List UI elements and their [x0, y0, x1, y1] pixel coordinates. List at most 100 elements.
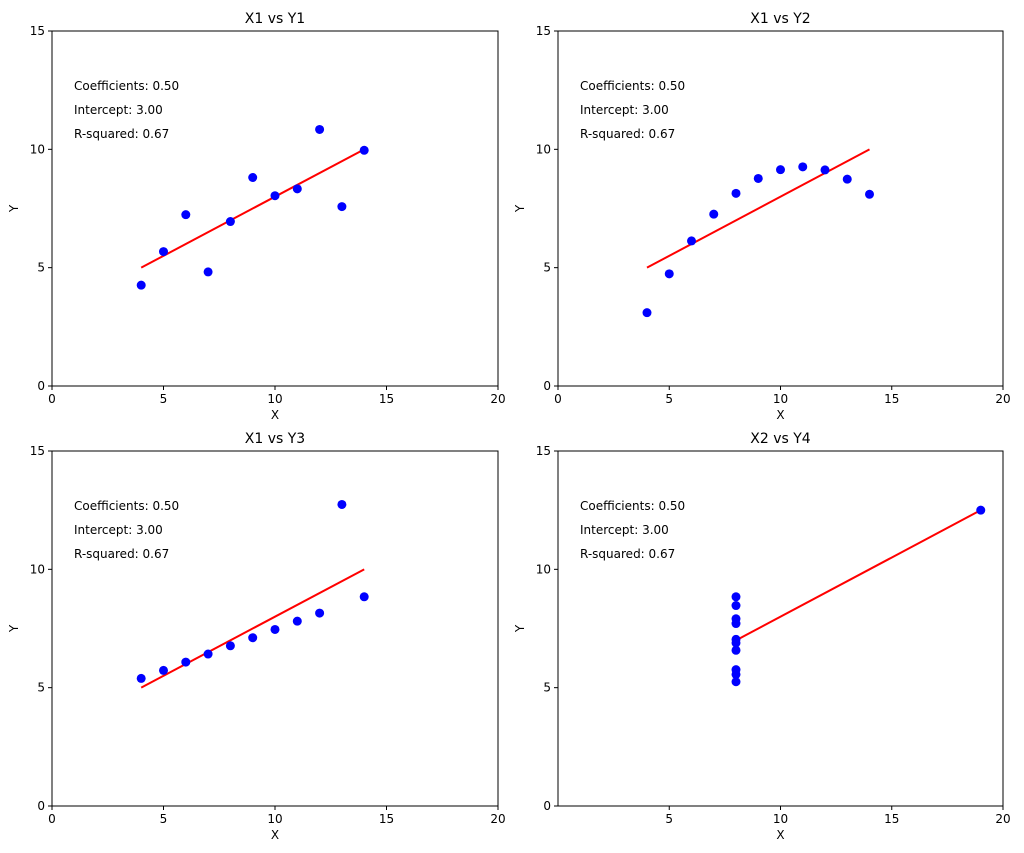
stats-annotation: Coefficients: 0.50 — [74, 499, 179, 513]
y-tick-label: 10 — [30, 562, 45, 576]
x-tick-label: 5 — [160, 392, 168, 406]
data-point — [337, 202, 347, 212]
y-tick-label: 0 — [543, 379, 551, 393]
y-tick-label: 0 — [543, 799, 551, 813]
y-axis-label: Y — [513, 624, 527, 633]
stats-annotation: R-squared: 0.67 — [74, 127, 169, 141]
x-tick-label: 20 — [490, 392, 505, 406]
y-tick-label: 10 — [536, 562, 551, 576]
stats-annotation: Intercept: 3.00 — [74, 103, 163, 117]
x-tick-label: 20 — [995, 812, 1010, 826]
x-axis-label: X — [776, 408, 784, 422]
data-point — [181, 210, 191, 220]
stats-annotation: Intercept: 3.00 — [74, 523, 163, 537]
data-point — [359, 592, 369, 602]
x-tick-label: 20 — [490, 812, 505, 826]
data-point — [976, 505, 986, 515]
data-point — [292, 184, 302, 194]
y-tick-label: 0 — [37, 799, 45, 813]
y-axis-label: Y — [513, 204, 527, 213]
data-point — [292, 616, 302, 626]
y-axis-label: Y — [7, 204, 21, 213]
x-tick-label: 5 — [160, 812, 168, 826]
x-tick-label: 15 — [379, 812, 394, 826]
y-tick-label: 15 — [536, 444, 551, 458]
x-tick-label: 10 — [773, 392, 788, 406]
data-point — [731, 188, 741, 198]
data-point — [159, 247, 168, 257]
data-point — [731, 592, 741, 602]
x-axis-label: X — [776, 828, 784, 842]
data-point — [753, 173, 763, 183]
data-point — [731, 601, 741, 611]
data-point — [731, 638, 741, 648]
data-point — [159, 665, 168, 675]
x-tick-label: 5 — [665, 392, 673, 406]
data-point — [203, 649, 213, 659]
x-tick-label: 20 — [995, 392, 1010, 406]
data-point — [225, 217, 235, 227]
plot-title: X2 vs Y4 — [750, 431, 811, 447]
x-tick-label: 15 — [379, 392, 394, 406]
plot-title: X1 vs Y1 — [245, 11, 305, 27]
data-point — [731, 669, 741, 679]
regression-line — [735, 509, 982, 642]
stats-annotation: Coefficients: 0.50 — [580, 499, 685, 513]
x-tick-label: 0 — [554, 392, 562, 406]
data-point — [664, 269, 674, 279]
data-point — [136, 280, 146, 290]
stats-annotation: R-squared: 0.67 — [580, 547, 675, 561]
data-point — [776, 165, 785, 175]
data-point — [136, 673, 146, 683]
y-tick-label: 15 — [30, 24, 45, 38]
data-point — [820, 165, 830, 175]
y-tick-label: 0 — [37, 379, 45, 393]
x-tick-label: 10 — [267, 392, 282, 406]
data-point — [337, 499, 347, 509]
data-point — [842, 174, 852, 184]
data-point — [731, 614, 741, 624]
subplot-1: X1 vs Y1 0 5 10 15 20 0 5 10 15 X Y Coefficients: 0.… — [7, 11, 506, 422]
stats-annotation: Coefficients: 0.50 — [74, 79, 179, 93]
data-point — [687, 236, 696, 246]
data-point — [731, 645, 741, 655]
stats-annotation: Intercept: 3.00 — [580, 103, 669, 117]
x-tick-label: 5 — [665, 812, 673, 826]
data-point — [181, 657, 191, 667]
data-point — [248, 172, 258, 182]
x-tick-label: 0 — [48, 392, 56, 406]
stats-annotation: Coefficients: 0.50 — [580, 79, 685, 93]
data-point — [270, 191, 280, 201]
x-tick-label: 10 — [267, 812, 282, 826]
x-axis-label: X — [271, 408, 279, 422]
y-axis-label: Y — [7, 624, 21, 633]
regression-line — [140, 148, 365, 269]
x-tick-label: 10 — [773, 812, 788, 826]
y-tick-label: 5 — [37, 681, 45, 695]
x-tick-label: 0 — [48, 812, 56, 826]
subplot-2: X1 vs Y2 0 5 10 15 20 0 5 10 15 X Y Coefficients: 0.… — [513, 11, 1011, 422]
y-tick-label: 15 — [536, 24, 551, 38]
x-tick-label: 15 — [884, 812, 899, 826]
y-tick-label: 5 — [543, 261, 551, 275]
x-axis-label: X — [271, 828, 279, 842]
y-tick-label: 5 — [37, 261, 45, 275]
data-point — [359, 145, 369, 155]
data-point — [642, 308, 652, 318]
data-point — [225, 641, 235, 651]
subplot-3: X1 vs Y3 0 5 10 15 20 0 5 10 15 X Y Coefficients: 0.… — [7, 431, 506, 842]
stats-annotation: R-squared: 0.67 — [580, 127, 675, 141]
regression-line — [140, 568, 365, 689]
data-point — [315, 608, 325, 618]
y-tick-label: 10 — [536, 142, 551, 156]
data-point — [731, 677, 741, 687]
plot-title: X1 vs Y2 — [750, 11, 810, 27]
plot-title: X1 vs Y3 — [245, 431, 305, 447]
y-tick-label: 5 — [543, 681, 551, 695]
x-tick-label: 15 — [884, 392, 899, 406]
subplot-4: X2 vs Y4 5 10 15 20 0 5 10 15 X Y Coefficients: 0.5… — [513, 431, 1011, 842]
y-tick-label: 15 — [30, 444, 45, 458]
data-point — [709, 209, 719, 219]
regression-line — [646, 148, 870, 269]
